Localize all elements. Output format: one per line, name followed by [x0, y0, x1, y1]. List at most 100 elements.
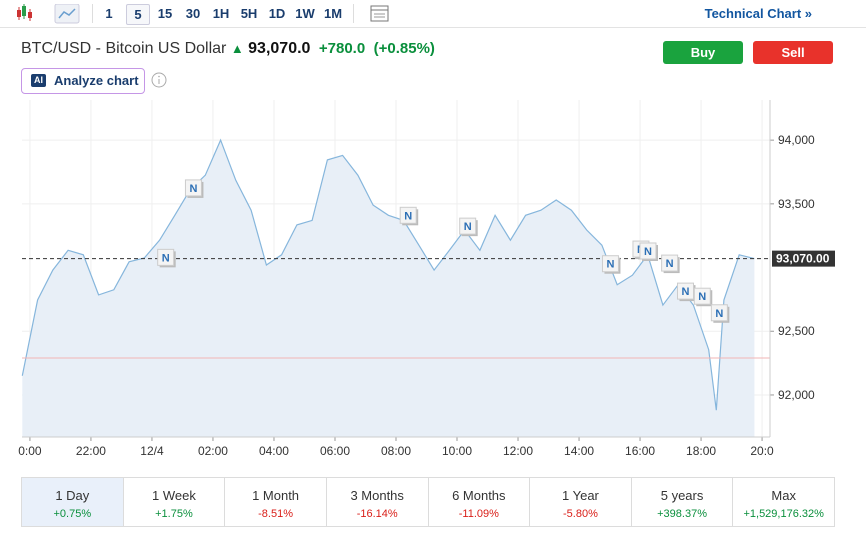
period-label: 6 Months — [452, 488, 506, 503]
sell-button[interactable]: Sell — [753, 41, 833, 64]
news-marker[interactable]: N — [676, 282, 696, 302]
news-marker-box — [661, 254, 679, 272]
candle-icon — [17, 10, 21, 17]
x-tick-label: 02:00 — [198, 444, 228, 458]
technical-chart-link[interactable]: Technical Chart » — [704, 6, 812, 21]
news-marker[interactable]: N — [157, 248, 176, 268]
toolbar: Technical Chart » 1 5 15 30 1H 5H 1D 1W 1M — [0, 0, 866, 28]
y-tick-label: 92,500 — [778, 324, 815, 338]
period-label: Max — [771, 488, 796, 503]
change-percent: (+0.85%) — [373, 40, 435, 57]
analyze-label: Analyze chart — [54, 73, 139, 88]
period-cell[interactable]: 3 Months -16.14% — [327, 478, 429, 526]
news-marker-box — [639, 242, 657, 260]
news-marker[interactable]: N — [661, 254, 680, 274]
analyze-chart-button[interactable]: AI Analyze chart — [21, 68, 145, 94]
interval-button[interactable]: 15 — [157, 6, 173, 21]
table-icon[interactable] — [370, 5, 390, 23]
interval-button[interactable]: 1W — [295, 6, 315, 21]
news-marker-box — [157, 248, 175, 266]
x-tick-label: 20:0 — [750, 444, 774, 458]
y-tick-label: 92,000 — [778, 388, 815, 402]
x-tick-label: 22:00 — [76, 444, 106, 458]
last-price-label: 93,070.00 — [776, 252, 830, 266]
last-price-box — [772, 250, 835, 267]
x-tick-label: 12:00 — [503, 444, 533, 458]
period-change: +1,529,176.32% — [743, 508, 824, 520]
ai-badge: AI — [31, 74, 46, 87]
news-marker-label: N — [644, 246, 652, 258]
x-tick-label: 0:00 — [18, 444, 42, 458]
news-marker-label: N — [698, 291, 706, 303]
period-change: +398.37% — [657, 508, 707, 520]
y-tick-label: 94,000 — [778, 133, 815, 147]
area-fill — [22, 140, 755, 437]
interval-button[interactable]: 1 — [105, 6, 113, 21]
period-change: +1.75% — [155, 508, 193, 520]
x-tick-label: 16:00 — [625, 444, 655, 458]
news-marker[interactable]: N — [601, 255, 621, 274]
news-marker-box — [710, 304, 728, 322]
news-marker-label: N — [715, 308, 723, 320]
period-label: 1 Month — [252, 488, 300, 503]
news-marker-label: N — [189, 183, 197, 195]
period-change: +0.75% — [53, 508, 92, 520]
toolbar-icons — [17, 4, 80, 24]
period-change: -8.51% — [258, 508, 293, 520]
period-table: 1 Day +0.75% 1 Week +1.75% 1 Month -8.51% 3 Mo… — [21, 477, 835, 527]
period-cell[interactable]: 1 Year -5.80% — [530, 478, 632, 526]
period-cell[interactable]: Max +1,529,176.32% — [733, 478, 834, 526]
interval-button[interactable]: 5H — [240, 6, 258, 21]
news-marker-label: N — [404, 210, 412, 222]
instrument-header: BTC/USD - Bitcoin US Dollar ▲ 93,070.0 +… — [21, 40, 435, 57]
news-marker-box — [399, 206, 417, 224]
period-cell[interactable]: 5 years +398.37% — [632, 478, 734, 526]
period-label: 1 Week — [152, 488, 196, 503]
news-marker-label: N — [464, 221, 472, 233]
x-tick-label: 06:00 — [320, 444, 350, 458]
period-change: -11.09% — [458, 508, 499, 520]
period-cell[interactable]: 1 Week +1.75% — [124, 478, 226, 526]
news-marker-box — [601, 255, 619, 273]
news-marker[interactable]: N — [639, 242, 658, 261]
period-cell[interactable]: 1 Month -8.51% — [225, 478, 327, 526]
interval-button[interactable]: 30 — [185, 6, 201, 21]
news-marker-label: N — [606, 259, 614, 271]
news-marker[interactable]: N — [459, 217, 478, 237]
x-tick-label: 04:00 — [259, 444, 289, 458]
x-tick-label: 10:00 — [442, 444, 472, 458]
interval-button[interactable]: 1D — [268, 6, 286, 21]
price: 93,070.0 — [248, 40, 311, 57]
news-marker-label: N — [666, 258, 674, 270]
news-marker-box — [693, 287, 711, 305]
news-marker-label: N — [162, 252, 170, 264]
period-change: -16.14% — [356, 508, 398, 520]
news-marker-label: N — [682, 286, 690, 298]
y-tick-label: 93,500 — [778, 197, 815, 211]
instrument-title: BTC/USD - Bitcoin US Dollar — [21, 40, 227, 57]
period-cell[interactable]: 1 Day +0.75% — [22, 478, 124, 526]
info-icon[interactable] — [151, 72, 167, 88]
news-marker-box — [459, 217, 477, 235]
news-marker-box — [676, 282, 694, 300]
interval-button[interactable]: 5 — [126, 4, 150, 25]
x-tick-label: 14:00 — [564, 444, 594, 458]
period-label: 1 Year — [562, 488, 599, 503]
period-label: 5 years — [660, 488, 704, 503]
period-label: 1 Day — [55, 488, 90, 503]
x-tick-label: 12/4 — [140, 444, 164, 458]
chart: 0:00 22:00 12/4 02:00 04:00 06:00 08:00 10:00 12… — [18, 100, 835, 458]
x-tick-label: 08:00 — [381, 444, 411, 458]
period-cell[interactable]: 6 Months -11.09% — [429, 478, 531, 526]
news-marker[interactable]: N — [710, 304, 730, 323]
x-tick-label: 18:00 — [686, 444, 716, 458]
news-marker[interactable]: N — [184, 179, 204, 198]
news-marker[interactable]: N — [693, 287, 713, 307]
change: +780.0 — [318, 40, 366, 57]
news-marker[interactable]: N — [399, 206, 419, 226]
buy-button[interactable]: Buy — [663, 41, 743, 64]
interval-button[interactable]: 1M — [323, 6, 343, 21]
period-change: -5.80% — [563, 508, 598, 520]
interval-button[interactable]: 1H — [212, 6, 230, 21]
